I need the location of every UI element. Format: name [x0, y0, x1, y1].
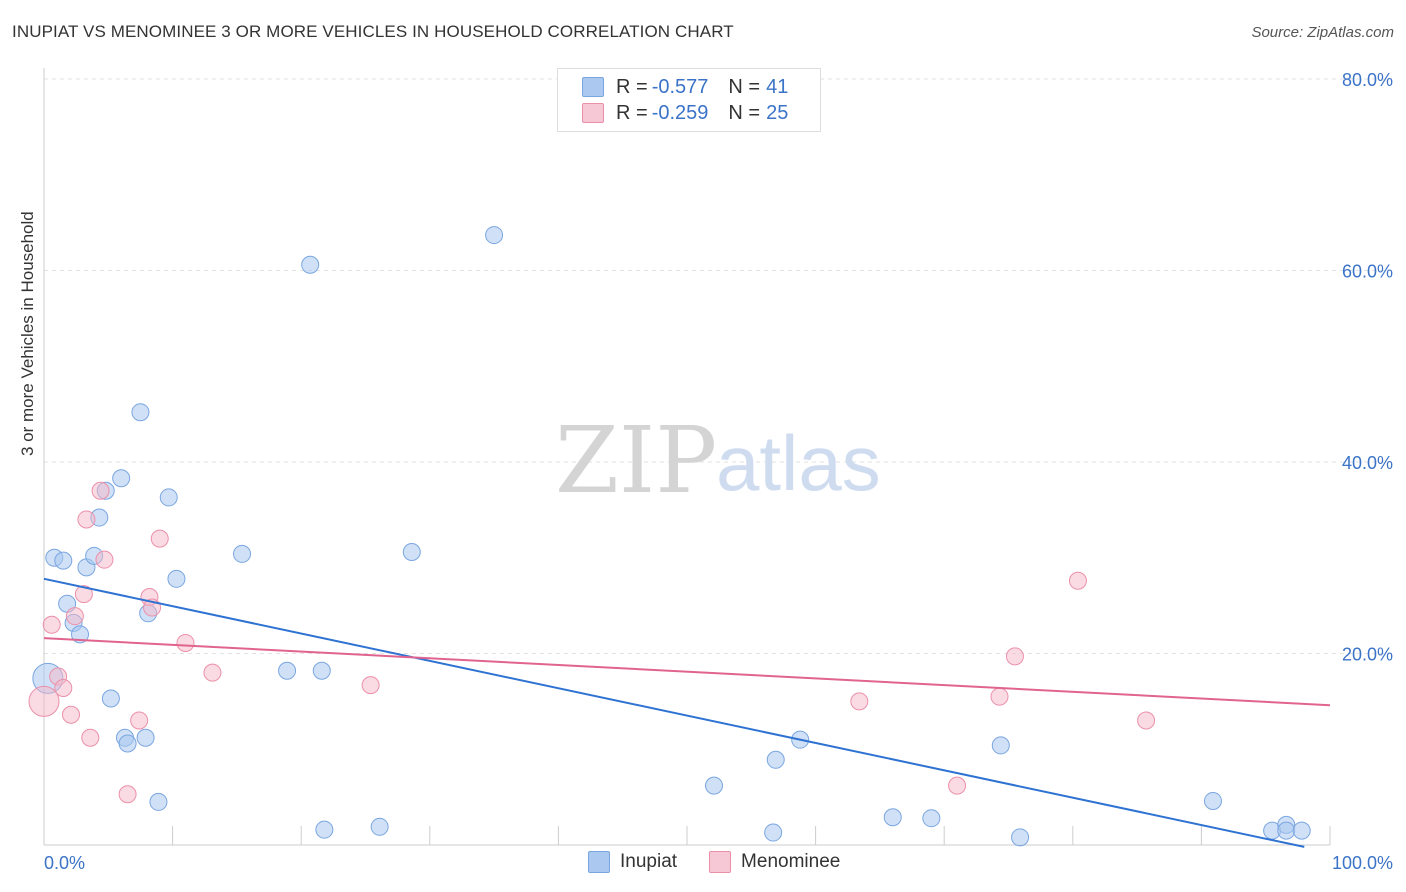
trend-line-menominee — [43, 637, 1331, 707]
data-point-menominee — [77, 510, 96, 529]
data-point-menominee — [42, 615, 61, 634]
data-point-inupiat — [705, 776, 724, 795]
data-point-inupiat — [71, 625, 90, 644]
series-legend: Inupiat Menominee — [588, 851, 872, 873]
data-point-menominee — [118, 785, 137, 804]
data-point-inupiat — [301, 255, 320, 274]
data-point-inupiat — [278, 661, 297, 680]
y-tick-label: 20.0% — [1342, 645, 1393, 665]
grid-lines — [44, 78, 1394, 654]
y-tick-label: 80.0% — [1342, 70, 1393, 90]
data-point-inupiat — [315, 820, 334, 839]
data-point-inupiat — [1203, 791, 1222, 810]
data-point-inupiat — [312, 661, 331, 680]
data-point-menominee — [1068, 571, 1087, 590]
data-point-inupiat — [766, 750, 785, 769]
data-point-menominee — [1005, 647, 1024, 666]
data-point-menominee — [176, 633, 195, 652]
data-point-inupiat — [922, 809, 941, 828]
data-point-inupiat — [118, 734, 137, 753]
data-point-inupiat — [402, 543, 421, 562]
legend-item-menominee: Menominee — [709, 851, 840, 873]
data-point-inupiat — [159, 488, 178, 507]
data-point-inupiat — [136, 728, 155, 747]
data-points — [28, 226, 1311, 847]
legend-r-label: R = — [616, 101, 648, 124]
data-point-inupiat — [1277, 821, 1296, 840]
data-point-inupiat — [370, 817, 389, 836]
legend-swatch-inupiat — [582, 77, 604, 97]
x-tick-label: 0.0% — [44, 853, 85, 873]
data-point-inupiat — [883, 808, 902, 827]
data-point-menominee — [130, 711, 149, 730]
data-point-menominee — [95, 550, 114, 569]
legend-label-inupiat: Inupiat — [620, 851, 678, 872]
data-point-menominee — [65, 607, 84, 626]
data-point-menominee — [203, 663, 222, 682]
data-point-menominee — [1137, 711, 1156, 730]
legend-n-value: 41 — [766, 75, 789, 98]
y-tick-label: 60.0% — [1342, 262, 1393, 282]
data-point-inupiat — [167, 569, 186, 588]
legend-swatch-menominee — [709, 851, 732, 873]
data-point-menominee — [850, 692, 869, 711]
data-point-menominee — [74, 585, 93, 604]
data-point-inupiat — [233, 544, 252, 563]
data-point-inupiat — [764, 823, 783, 842]
legend-r-value: -0.577 — [651, 75, 709, 98]
data-point-inupiat — [485, 226, 504, 245]
data-point-inupiat — [54, 551, 73, 570]
data-point-menominee — [62, 705, 81, 724]
trend-line-inupiat — [43, 577, 1305, 848]
data-point-menominee — [28, 685, 60, 717]
data-point-menominee — [81, 728, 100, 747]
data-point-menominee — [91, 481, 110, 500]
legend-item-inupiat: Inupiat — [588, 851, 677, 873]
legend-row-inupiat: R = -0.577 N = 41 — [582, 75, 788, 99]
data-point-inupiat — [991, 736, 1010, 755]
data-point-inupiat — [101, 689, 120, 708]
legend-r-label: R = — [616, 75, 648, 98]
data-point-inupiat — [112, 469, 131, 488]
data-point-menominee — [54, 678, 73, 697]
tick-labels: 20.0% 40.0% 60.0% 80.0% 0.0% 100.0% — [44, 70, 1393, 873]
watermark-zip: ZIP — [555, 407, 717, 514]
watermark-atlas: atlas — [716, 419, 881, 507]
data-point-inupiat — [131, 403, 150, 422]
legend-row-menominee: R = -0.259 N = 25 — [582, 101, 788, 125]
legend-n-value: 25 — [766, 101, 789, 124]
legend-r-value: -0.259 — [651, 101, 709, 124]
data-point-inupiat — [1292, 821, 1311, 840]
y-tick-label: 40.0% — [1342, 453, 1393, 473]
data-point-menominee — [990, 687, 1009, 706]
x-tick-label: 100.0% — [1332, 853, 1393, 873]
legend-n-label: N = — [728, 75, 761, 98]
trend-lines — [43, 577, 1331, 848]
data-point-menominee — [948, 776, 967, 795]
chart-title: INUPIAT VS MENOMINEE 3 OR MORE VEHICLES … — [12, 22, 734, 41]
data-point-inupiat — [149, 792, 168, 811]
legend-swatch-inupiat — [588, 851, 610, 873]
source-label: Source: ZipAtlas.com — [1251, 24, 1394, 41]
data-point-menominee — [361, 676, 380, 695]
y-axis-label: 3 or more Vehicles in Household — [18, 211, 37, 456]
data-point-inupiat — [1011, 828, 1030, 847]
legend-n-label: N = — [728, 101, 761, 124]
legend-swatch-menominee — [582, 103, 604, 123]
data-point-menominee — [150, 529, 169, 548]
stats-legend: R = -0.577 N = 41 R = -0.259 N = 25 — [557, 68, 821, 132]
legend-label-menominee: Menominee — [741, 851, 841, 872]
